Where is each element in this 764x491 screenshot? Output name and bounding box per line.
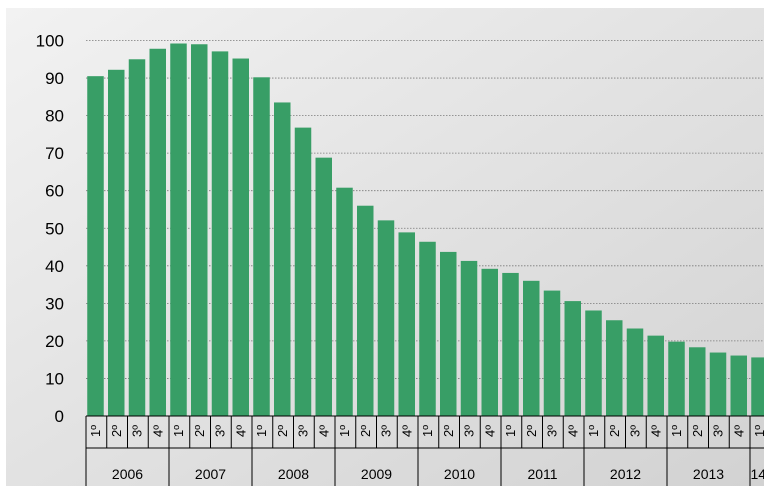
bar (212, 51, 229, 416)
quarter-label: 4º (482, 425, 497, 437)
bar (627, 329, 644, 416)
quarter-label: 4º (731, 425, 746, 437)
quarter-label: 3º (130, 425, 145, 437)
year-label: 2010 (444, 466, 475, 482)
bar (191, 44, 208, 416)
quarter-label: 2º (275, 425, 290, 437)
bar (585, 310, 602, 416)
bar (274, 102, 291, 416)
quarter-label: 1º (586, 425, 601, 437)
quarter-label: 3º (462, 425, 477, 437)
bar (336, 188, 353, 416)
quarter-label: 1º (669, 425, 684, 437)
bar (461, 261, 478, 416)
bar (751, 357, 764, 416)
bar (419, 242, 436, 416)
year-label: 2012 (610, 466, 641, 482)
bar (399, 232, 416, 416)
quarter-label: 3º (379, 425, 394, 437)
quarter-label: 2º (690, 425, 705, 437)
bar (316, 158, 333, 416)
y-tick-label: 50 (45, 219, 64, 238)
y-tick-label: 100 (36, 32, 64, 51)
y-tick-label: 20 (45, 332, 64, 351)
bar (482, 269, 499, 416)
bar (731, 356, 748, 416)
y-tick-label: 0 (55, 407, 64, 426)
quarter-label: 1º (171, 425, 186, 437)
quarter-label: 4º (565, 425, 580, 437)
quarter-label: 1º (88, 425, 103, 437)
bar (565, 301, 582, 416)
quarter-label: 1º (752, 425, 764, 437)
y-tick-label: 70 (45, 144, 64, 163)
y-tick-label: 90 (45, 69, 64, 88)
bar (150, 49, 167, 416)
bar (108, 70, 125, 416)
bar (502, 273, 519, 416)
bar (710, 353, 727, 416)
bar (378, 220, 395, 416)
bar (253, 77, 270, 416)
quarter-label: 3º (545, 425, 560, 437)
year-label: 2008 (278, 466, 309, 482)
quarter-label: 2º (109, 425, 124, 437)
quarter-label: 1º (420, 425, 435, 437)
quarter-label: 3º (296, 425, 311, 437)
quarter-label: 2º (524, 425, 539, 437)
y-tick-label: 40 (45, 257, 64, 276)
quarter-label: 2º (607, 425, 622, 437)
quarter-label: 4º (233, 425, 248, 437)
quarter-label: 4º (399, 425, 414, 437)
quarter-label: 3º (628, 425, 643, 437)
bar (648, 336, 665, 416)
year-label: 2007 (195, 466, 226, 482)
year-label: 14 (751, 466, 764, 482)
quarter-label: 4º (316, 425, 331, 437)
year-label: 2009 (361, 466, 392, 482)
quarter-label: 2º (441, 425, 456, 437)
quarter-label: 3º (213, 425, 228, 437)
y-tick-label: 30 (45, 294, 64, 313)
bar (606, 320, 623, 416)
bar (129, 59, 146, 416)
quarter-label: 1º (503, 425, 518, 437)
quarter-label: 4º (150, 425, 165, 437)
bar (295, 128, 312, 416)
bar (233, 59, 250, 416)
quarter-label: 4º (648, 425, 663, 437)
bar (544, 291, 561, 416)
quarter-label: 3º (711, 425, 726, 437)
bar (170, 44, 187, 416)
year-label: 2011 (527, 466, 557, 482)
y-tick-label: 60 (45, 182, 64, 201)
bar (689, 347, 706, 416)
y-tick-label: 80 (45, 107, 64, 126)
y-tick-label: 10 (45, 369, 64, 388)
bar (357, 206, 374, 416)
bar (87, 76, 104, 416)
bar (523, 281, 540, 416)
bar (440, 252, 457, 416)
quarter-label: 1º (337, 425, 352, 437)
bar (668, 342, 685, 416)
quarter-label: 2º (192, 425, 207, 437)
year-label: 2006 (112, 466, 143, 482)
quarter-label: 2º (358, 425, 373, 437)
quarter-label: 1º (254, 425, 269, 437)
year-label: 2013 (693, 466, 724, 482)
